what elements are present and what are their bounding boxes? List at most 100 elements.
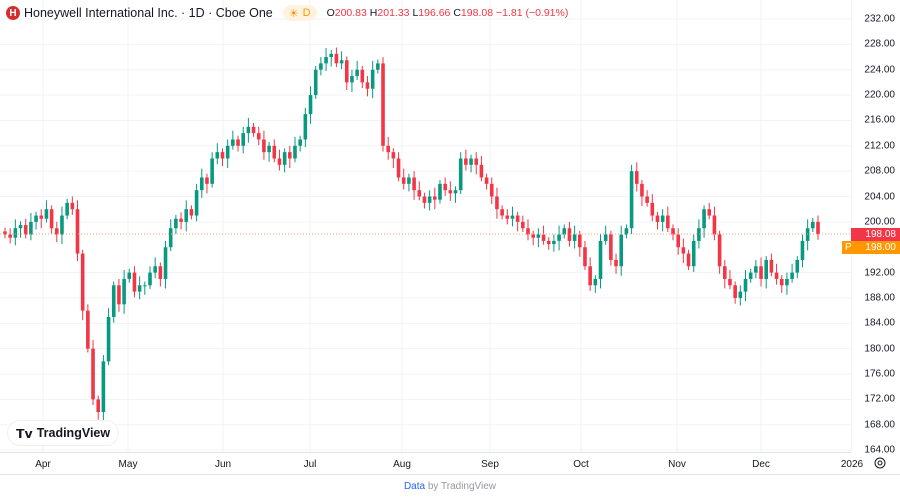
candle <box>117 285 121 305</box>
candle <box>365 82 370 89</box>
candle <box>458 158 463 191</box>
candle <box>8 234 12 238</box>
candle <box>577 234 582 248</box>
candle <box>220 152 225 159</box>
footer-attribution: Data by TradingView <box>403 481 497 492</box>
candle <box>805 228 810 241</box>
candle <box>816 221 820 235</box>
candle <box>29 221 33 235</box>
symbol-title[interactable]: Honeywell International Inc. · 1D · Cboe… <box>24 6 273 20</box>
candle <box>779 278 784 286</box>
price-tick: 224.00 <box>864 64 895 76</box>
candle <box>106 316 111 362</box>
candle <box>262 139 266 153</box>
candle <box>722 266 727 279</box>
candle <box>86 310 90 349</box>
price-tick: 216.00 <box>864 114 895 126</box>
candle <box>427 196 432 203</box>
candle <box>619 234 624 267</box>
candlestick-plot[interactable] <box>0 0 851 452</box>
candle <box>500 209 504 216</box>
candle <box>189 209 194 216</box>
candle <box>251 126 256 134</box>
candle <box>562 228 567 235</box>
candle <box>510 215 515 219</box>
candle <box>603 234 608 241</box>
candle <box>143 285 147 287</box>
candle <box>541 234 546 241</box>
symbol-legend: H Honeywell International Inc. · 1D · Cb… <box>6 5 568 21</box>
candle <box>811 221 815 229</box>
candle <box>479 164 484 178</box>
candle <box>158 266 163 279</box>
candle <box>743 278 748 292</box>
candle <box>386 145 390 153</box>
candle <box>153 266 157 273</box>
candle <box>697 228 701 241</box>
candle <box>407 177 411 184</box>
candle <box>629 171 634 229</box>
candle <box>355 69 359 77</box>
settings-gear-icon[interactable] <box>874 457 886 469</box>
time-tick: Jul <box>303 459 317 470</box>
candle <box>443 183 447 191</box>
candle <box>122 278 126 305</box>
candle <box>521 221 525 229</box>
candle <box>179 218 183 222</box>
tradingview-logo-icon: 𝗧𝘃 <box>16 426 33 441</box>
candle <box>691 240 696 267</box>
candle <box>795 259 800 273</box>
candle <box>438 183 442 200</box>
candle <box>614 259 618 267</box>
candle <box>303 114 308 140</box>
candle <box>593 278 598 286</box>
candle <box>127 272 132 279</box>
price-tick: 220.00 <box>864 89 895 101</box>
candle <box>70 202 75 210</box>
candle <box>433 196 437 200</box>
candle <box>246 126 251 134</box>
candle <box>401 177 406 184</box>
candle <box>65 202 69 216</box>
candle <box>184 209 189 222</box>
candle <box>148 272 152 286</box>
candle <box>759 266 763 279</box>
price-axis[interactable]: 232.00 228.00 224.00 220.00 216.00 212.00 208.… <box>851 0 900 456</box>
tradingview-watermark[interactable]: 𝗧𝘃 TradingView <box>8 421 119 445</box>
candle <box>515 215 520 222</box>
candle <box>210 158 214 184</box>
candle <box>168 228 173 248</box>
candle <box>231 139 235 146</box>
candle <box>80 253 85 311</box>
candle <box>567 228 572 241</box>
price-tick: 212.00 <box>864 140 895 152</box>
candle <box>505 215 510 219</box>
candle <box>194 190 199 216</box>
candle <box>588 266 592 286</box>
time-axis[interactable]: Apr May Jun Jul Aug Sep Oct Nov Dec 2026 <box>0 452 863 475</box>
data-link[interactable]: Data <box>403 481 426 492</box>
candle <box>484 177 489 184</box>
candle <box>272 145 277 159</box>
candle <box>738 291 743 298</box>
candle <box>453 190 458 194</box>
candle <box>686 253 691 267</box>
candle <box>422 196 427 203</box>
candle <box>396 158 401 178</box>
candle <box>764 259 769 279</box>
candle <box>3 231 7 235</box>
candle <box>75 209 80 254</box>
candle <box>754 266 758 273</box>
candle <box>267 145 271 153</box>
candle <box>531 234 535 238</box>
candle <box>640 183 644 197</box>
market-session-badge[interactable]: ☀ D <box>282 5 317 21</box>
price-tick: 204.00 <box>864 191 895 203</box>
candle <box>39 215 44 219</box>
candle <box>660 215 665 222</box>
candle <box>101 361 106 413</box>
candle <box>536 234 541 238</box>
candle <box>526 228 530 235</box>
candle <box>313 69 318 96</box>
candle <box>417 190 422 197</box>
